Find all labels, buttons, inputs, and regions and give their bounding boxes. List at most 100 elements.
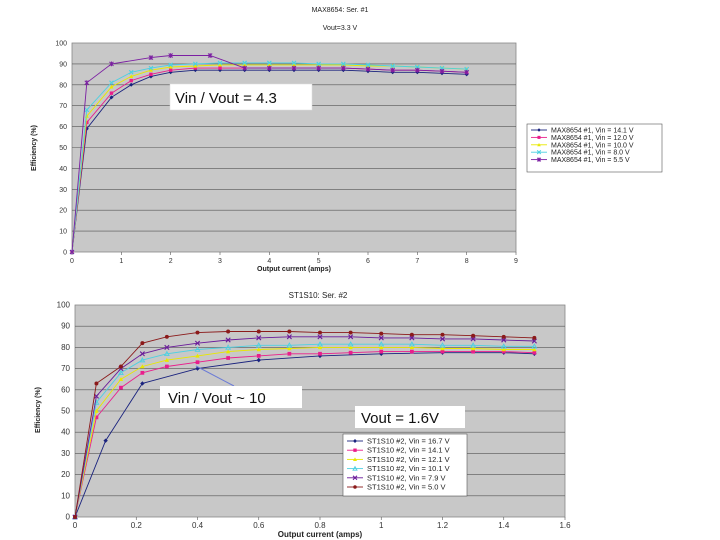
chart-1-y-tick-label: 0: [63, 250, 67, 257]
chart-2-series-0-point: [103, 438, 108, 443]
chart-1-series-4-point: [365, 66, 371, 72]
chart-2-x-ticks: 0 0.2 0.4 0.6 0.8 1 1.2 1.4 1.6: [73, 517, 571, 530]
chart-2-series-5-point: [226, 329, 231, 334]
chart-1-series-1-point: [129, 78, 133, 83]
chart-1-legend-marker-0: [537, 128, 541, 132]
chart-2-y-axis-label: Efficiency (%): [35, 387, 42, 433]
chart-1-series-4-point: [69, 249, 75, 255]
chart-2-series-5-point: [287, 329, 292, 334]
chart-2-series-4-point: [139, 351, 145, 357]
chart-2-series-4-point: [317, 334, 323, 340]
chart-1-series-3-point: [109, 80, 114, 86]
chart-1-y-tick-label: 100: [55, 41, 67, 48]
chart-1-series-3-point: [365, 62, 371, 68]
chart-1-legend-marker-2: [537, 143, 541, 147]
chart-2-series-2-point: [470, 346, 476, 351]
chart-1-series-4-point: [316, 65, 322, 71]
chart-2-series-1-point: [318, 351, 322, 356]
chart-2-series-3-point: [317, 341, 323, 347]
chart-1-legend-marker-3: [536, 150, 542, 155]
chart-1-legend-label-2: MAX8654 #1, Vin = 10.0 V: [551, 142, 634, 149]
chart-2-legend-label-2: ST1S10 #2, Vin = 12.1 V: [367, 455, 450, 464]
chart-2-y-tick-label: 50: [61, 407, 70, 416]
chart-1-series-4-point: [390, 67, 396, 73]
chart-2-series-2-point: [440, 346, 445, 351]
chart-2-series-1-point: [256, 354, 261, 358]
chart-2-series-4-point: [439, 336, 446, 342]
chart-1-x-axis-label: Output current (amps): [257, 266, 331, 273]
chart-1-x-tick-label: 7: [415, 258, 419, 265]
chart-2-series-0-point: [256, 357, 261, 363]
chart-2-x-tick-label: 0.2: [131, 521, 143, 530]
chart-2-legend: [342, 433, 468, 497]
chart-2-series-2-point: [118, 377, 124, 381]
chart-1-x-tick-label: 2: [169, 258, 173, 265]
chart-2-y-ticks: 0 10 20 30 40 50 60 70 80 90 100: [57, 301, 71, 522]
chart-2-x-tick-label: 0.6: [253, 521, 265, 530]
chart-1-legend-label-1: MAX8654 #1, Vin = 12.0 V: [551, 135, 634, 142]
chart-1-series-2-point: [218, 62, 222, 67]
chart-1-x-tick-label: 3: [218, 258, 222, 265]
chart-2-series-1-point: [195, 360, 200, 365]
chart-2-legend-label-3: ST1S10 #2, Vin = 10.1 V: [367, 464, 450, 473]
chart-1-series-2-point: [129, 74, 134, 79]
chart-2-series-5-point: [118, 364, 123, 369]
chart-2-series-2-point: [256, 347, 261, 352]
chart-2-x-tick-label: 0.8: [314, 521, 326, 530]
chart-2-series-1-point: [471, 349, 475, 354]
chart-2-series-1-point: [440, 349, 445, 354]
chart-1-legend-label-3: MAX8654 #1, Vin = 8.0 V: [551, 150, 630, 157]
chart-2-series-4-point: [470, 336, 476, 342]
chart-2-series-4-point: [194, 340, 201, 346]
chart-1-series-4-point: [340, 65, 346, 71]
chart-2-y-tick-label: 30: [61, 449, 70, 458]
chart-2-series-2-point: [225, 349, 231, 354]
chart-1-y-axis-label: Efficiency (%): [31, 125, 38, 171]
chart-1-series-3-point: [316, 61, 322, 67]
chart-2-series-2-point: [317, 345, 323, 350]
chart-2-y-tick-label: 20: [61, 470, 70, 479]
chart-1-legend-label-0: MAX8654 #1, Vin = 14.1 V: [551, 128, 634, 135]
chart-2-annotation-pointer: [195, 365, 235, 387]
chart-2-series-4-point: [164, 344, 170, 350]
chart-2-series-2-point: [195, 353, 200, 358]
chart-2-annotation-vout: Vout = 1.6V: [361, 410, 439, 427]
chart-1-series-4-point: [168, 53, 174, 58]
chart-2-series-1-point: [119, 385, 123, 390]
chart-1-series: [69, 53, 470, 255]
chart-2-series: [72, 329, 538, 520]
chart-1-x-tick-label: 6: [366, 258, 370, 265]
chart-1-series-3-point: [340, 61, 346, 67]
chart-1-series-4-point: [439, 68, 445, 74]
chart-1-series-1-point: [149, 72, 153, 77]
chart-1-series-1-point: [218, 66, 222, 70]
chart-2-series-2-point: [164, 357, 170, 362]
chart-1-series-3-point: [148, 65, 154, 71]
chart-2-y-tick-label: 0: [66, 513, 71, 522]
chart-2-y-tick-label: 60: [61, 385, 70, 394]
chart-2-series-3-point: [163, 350, 170, 356]
chart-1-series-1-point: [193, 66, 198, 70]
chart-2-series-3-point: [347, 341, 354, 347]
chart-1-series-2-point: [292, 62, 296, 67]
chart-2-series-1-point: [94, 415, 99, 420]
chart-1-y-tick-label: 40: [59, 166, 67, 173]
chart-2-series-3-point: [255, 342, 262, 348]
chart-2-series-2-point: [379, 345, 384, 350]
chart-2-series-2-point: [501, 347, 506, 352]
chart-2-series-3-point: [470, 342, 477, 348]
chart-2-series-1-point: [226, 356, 230, 360]
chart-1-annotation-box: [169, 83, 313, 111]
chart-2-series-3-point: [194, 346, 201, 352]
chart-2-series-5-point: [73, 515, 77, 519]
chart-1-series-4-point: [84, 80, 90, 86]
chart-1-legend-label-4: MAX8654 #1, Vin = 5.5 V: [551, 157, 630, 164]
chart-2-series-1-point: [532, 350, 537, 355]
chart-1-x-tick-label: 9: [514, 258, 518, 265]
chart-2-series-5-point: [140, 341, 145, 346]
chart-2-x-tick-label: 0.4: [192, 521, 204, 530]
chart-1-series-2-point: [168, 65, 173, 69]
